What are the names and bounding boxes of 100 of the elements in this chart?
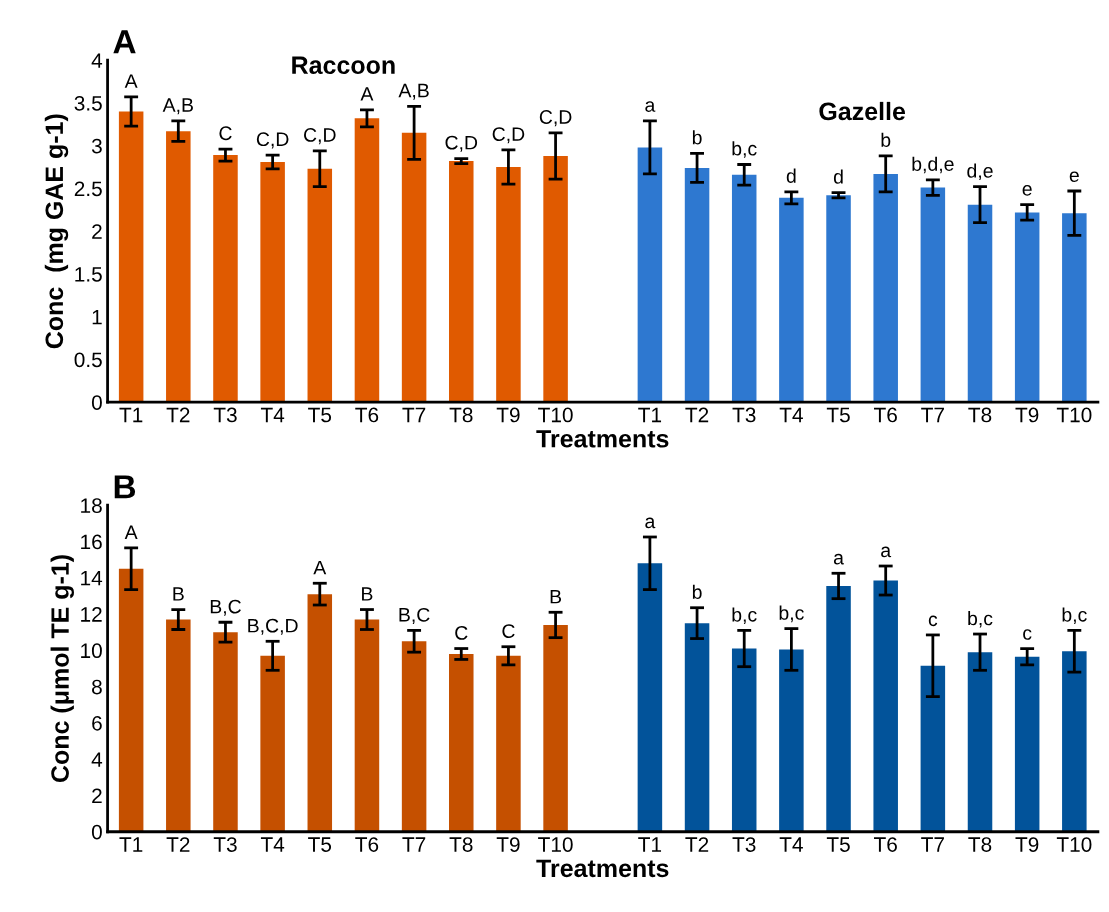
bar [260, 655, 285, 832]
x-tick-label: T6 [355, 407, 379, 423]
bar [873, 173, 898, 403]
data-label: b,c [732, 607, 757, 624]
x-tick-label: T2 [685, 837, 709, 852]
x-tick-label: T8 [449, 837, 473, 852]
data-label: b,c [779, 605, 804, 623]
x-tick-label: T6 [874, 407, 897, 423]
x-tick-label: T7 [402, 837, 426, 852]
data-label: a [833, 553, 844, 565]
bar [1062, 651, 1087, 832]
data-label: d [786, 168, 796, 183]
y-tick-label: 18 [81, 498, 102, 513]
y-tick-label: 4 [91, 752, 103, 767]
data-label: C [455, 626, 468, 640]
x-tick-label: T5 [826, 837, 850, 852]
x-tick-label: T10 [1056, 407, 1092, 423]
data-label: B,C [210, 599, 241, 616]
x-tick-label: T6 [355, 837, 379, 852]
bar [826, 195, 851, 403]
y-tick-label: 16 [81, 534, 102, 550]
x-tick-label: T8 [449, 407, 473, 423]
data-label: b [692, 130, 702, 145]
series-label: Raccoon [292, 56, 395, 75]
bar [1062, 213, 1087, 403]
data-label: b,d,e [912, 156, 954, 174]
x-tick-label: T3 [213, 407, 237, 423]
bar [496, 167, 521, 403]
y-tick-label: 0 [91, 395, 102, 410]
x-tick-label: T7 [402, 407, 426, 423]
bar [967, 204, 993, 403]
x-tick-label: T8 [968, 407, 992, 423]
data-label: A [124, 525, 138, 539]
bar [1014, 212, 1040, 403]
y-tick-label: 2.5 [74, 181, 102, 197]
data-label: a [881, 546, 892, 558]
text: A [113, 30, 136, 54]
x-tick-label: T5 [308, 837, 332, 852]
x-tick-label: T4 [260, 837, 285, 852]
bar [307, 168, 333, 403]
data-label: d,e [967, 163, 993, 181]
x-tick-label: T3 [213, 837, 237, 852]
data-label: d [833, 169, 843, 184]
x-tick-label: T3 [732, 837, 756, 852]
x-tick-label: T1 [119, 407, 143, 423]
x-tick-label: T5 [826, 407, 850, 423]
data-label: a [645, 517, 656, 529]
x-axis-title: Treatments [536, 859, 669, 878]
bar [920, 187, 946, 403]
data-label: b,c [968, 611, 993, 628]
y-tick-label: 1 [92, 309, 102, 325]
bar [166, 619, 191, 832]
bar [684, 167, 710, 403]
data-label: A [124, 74, 138, 88]
bar [166, 131, 191, 403]
data-label: b,c [1062, 607, 1087, 624]
data-label: b,c [732, 141, 757, 158]
x-tick-label: T9 [496, 407, 520, 423]
bar [967, 652, 993, 832]
y-axis-title: Conc (μmol TE g-1) [50, 555, 74, 783]
data-label: C [219, 126, 232, 141]
x-tick-label: T1 [119, 837, 143, 852]
bar [213, 155, 238, 403]
x-tick-label: T8 [968, 837, 992, 852]
x-tick-label: T10 [538, 407, 573, 423]
data-label: C,D [445, 135, 478, 152]
x-tick-label: T3 [732, 407, 756, 423]
text: Gazelle [819, 101, 906, 121]
bar [873, 580, 898, 832]
x-tick-label: T4 [779, 837, 803, 852]
x-axis-title: Treatments [536, 430, 669, 448]
bar [449, 161, 474, 403]
data-label: B,C,D [248, 618, 298, 635]
x-tick-label: T9 [1015, 407, 1039, 423]
x-tick-label: T1 [638, 407, 662, 423]
bar [354, 118, 380, 403]
data-label: B [173, 587, 184, 601]
bar [213, 632, 238, 832]
x-tick-label: T7 [921, 407, 944, 423]
x-tick-label: T2 [685, 407, 709, 423]
x-tick-label: T10 [538, 837, 573, 852]
x-tick-label: T9 [1015, 837, 1039, 852]
data-label: c [928, 615, 938, 627]
x-tick-label: T7 [921, 837, 944, 852]
y-tick-label: 1.5 [75, 267, 102, 282]
x-tick-label: T10 [1056, 837, 1092, 852]
x-tick-label: T5 [308, 407, 332, 423]
data-label: B [362, 587, 373, 601]
y-axis-title: Conc (mg GAE g-1) [44, 114, 69, 349]
x-tick-label: T2 [166, 837, 190, 852]
y-tick-label: 4 [91, 53, 103, 68]
bar [354, 619, 380, 832]
data-label: c [1023, 629, 1032, 640]
bar [637, 147, 663, 403]
data-label: C,D [539, 110, 572, 127]
x-tick-label: T9 [496, 837, 520, 852]
data-label: e [1069, 171, 1079, 183]
bar [1014, 656, 1040, 832]
data-label: a [645, 101, 656, 112]
bar [684, 623, 710, 832]
